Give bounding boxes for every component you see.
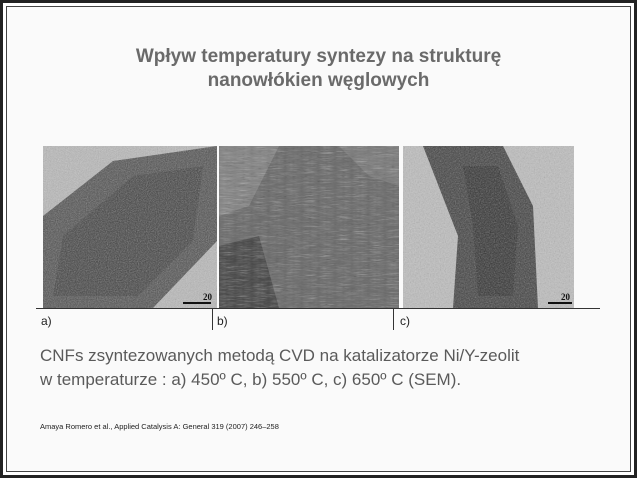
slide-title: Wpływ temperatury syntezy na strukturę n… xyxy=(0,45,637,93)
title-line-2: nanowłókien węglowych xyxy=(207,70,430,91)
micrograph-c xyxy=(403,146,574,308)
micrograph-a xyxy=(43,146,217,308)
micrograph-b xyxy=(219,146,399,308)
panel-label-c: c) xyxy=(400,314,410,328)
scale-label-a: 20 xyxy=(203,292,212,302)
caption-line-2: w temperaturze : a) 450º C, b) 550º C, c… xyxy=(40,370,462,389)
divider-b-c xyxy=(393,308,394,330)
scale-label-c: 20 xyxy=(561,292,570,302)
scale-bar-a xyxy=(183,302,211,304)
citation-reference: Amaya Romero et al., Applied Catalysis A… xyxy=(40,422,279,431)
caption-line-1: CNFs zsyntezowanych metodą CVD na katali… xyxy=(40,346,520,365)
figure-caption: CNFs zsyntezowanych metodą CVD na katali… xyxy=(40,344,600,392)
panel-label-b: b) xyxy=(217,314,228,328)
figure-baseline xyxy=(36,308,600,309)
divider-a-b xyxy=(212,308,213,330)
panel-label-a: a) xyxy=(41,314,52,328)
title-line-1: Wpływ temperatury syntezy na strukturę xyxy=(135,46,502,67)
scale-bar-c xyxy=(548,302,572,304)
